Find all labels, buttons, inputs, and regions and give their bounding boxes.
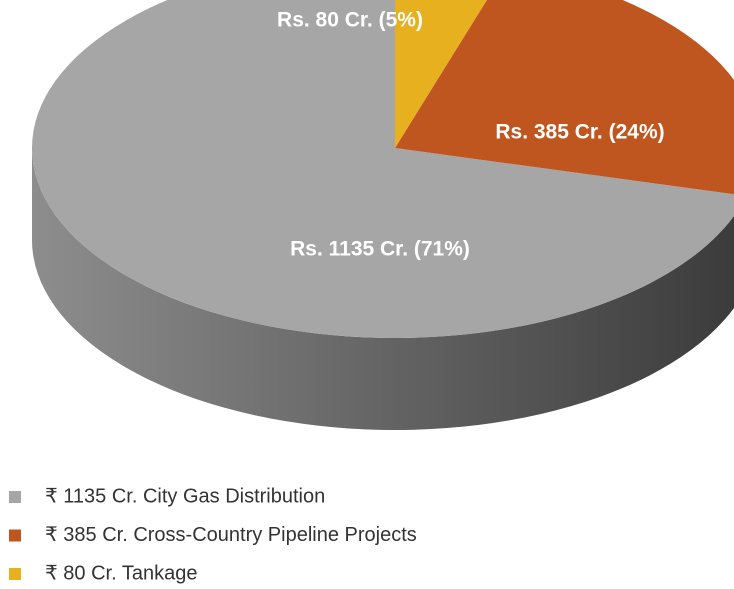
legend-label: ₹ 385 Cr. Cross-Country Pipeline Project…	[45, 524, 417, 546]
data-label: Rs. 80 Cr. (5%)	[277, 9, 423, 32]
legend-label: ₹ 1135 Cr. City Gas Distribution	[45, 485, 325, 507]
legend-label: ₹ 80 Cr. Tankage	[45, 562, 197, 584]
legend-swatch	[9, 568, 21, 580]
data-label: Rs. 385 Cr. (24%)	[495, 121, 664, 144]
pie-slice	[395, 0, 487, 148]
pie-side-shade	[32, 148, 734, 430]
pie-slice	[32, 0, 734, 338]
legend-swatch	[9, 529, 21, 542]
data-label: Rs. 1135 Cr. (71%)	[290, 238, 470, 261]
pie-slice	[395, 0, 734, 195]
legend-swatch	[9, 491, 21, 503]
